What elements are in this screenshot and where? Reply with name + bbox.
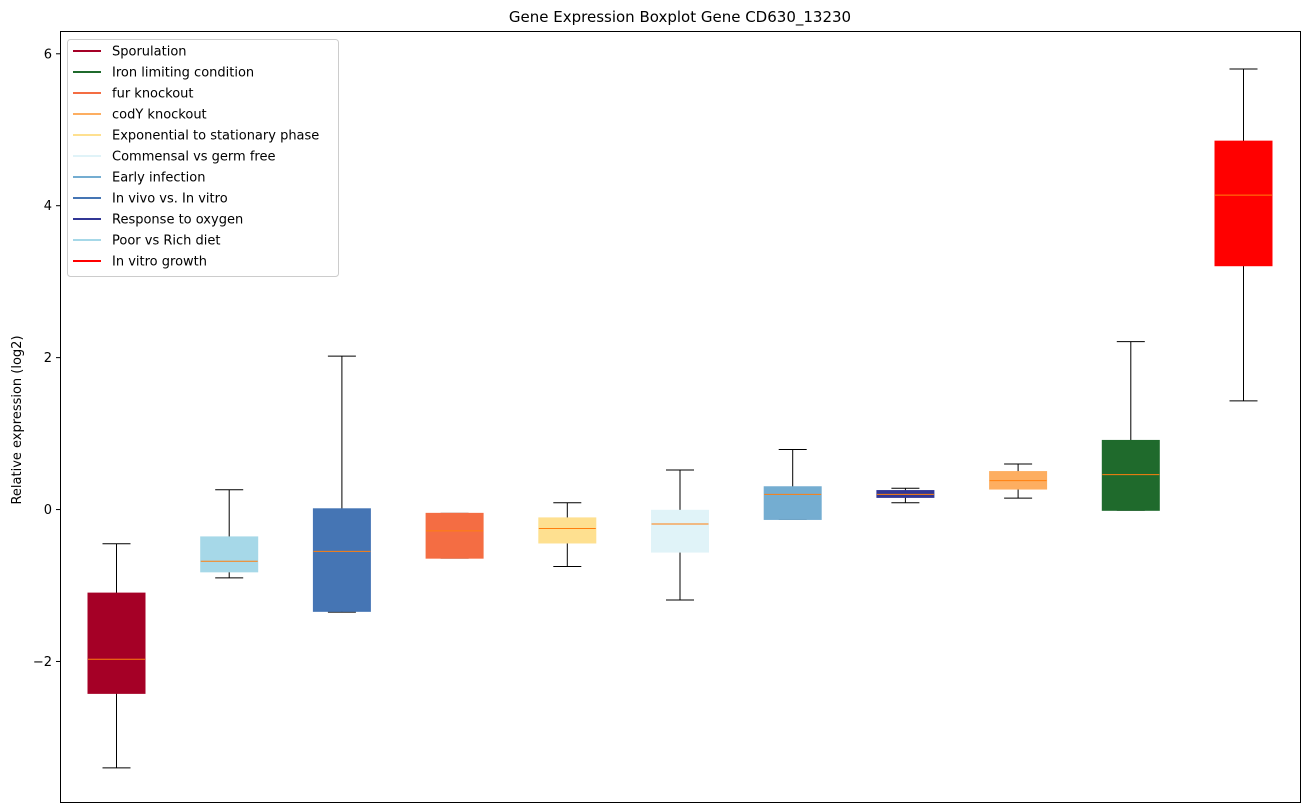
legend-item: Response to oxygen <box>73 213 243 228</box>
legend-item: Exponential to stationary phase <box>73 129 319 144</box>
legend-item: Early infection <box>73 171 205 186</box>
box-group <box>876 487 935 504</box>
box-group <box>651 469 709 601</box>
legend-label: Commensal vs germ free <box>112 150 275 165</box>
chart-title: Gene Expression Boxplot Gene CD630_13230 <box>509 8 851 27</box>
y-tick-label: 0 <box>44 503 52 518</box>
box-body <box>200 536 259 573</box>
legend-label: Early infection <box>112 171 205 186</box>
box-group <box>538 502 597 568</box>
legend-label: Exponential to stationary phase <box>112 129 319 144</box>
y-axis-title: Relative expression (log2) <box>10 335 25 504</box>
legend-item: Poor vs Rich diet <box>73 234 220 249</box>
legend-label: Poor vs Rich diet <box>112 234 220 249</box>
legend-frame <box>67 39 339 277</box>
box-group <box>200 489 259 579</box>
y-tick-label: 4 <box>44 199 52 214</box>
plot-area <box>87 68 1273 769</box>
box-group <box>989 463 1048 499</box>
legend-item: In vivo vs. In vitro <box>73 192 228 207</box>
legend-item: Commensal vs germ free <box>73 150 275 165</box>
box-body <box>87 592 146 694</box>
y-tick-label: 6 <box>44 47 52 62</box>
legend: Sporulation Iron limiting condition fur kn… <box>67 39 339 277</box>
box-body <box>425 512 484 559</box>
box-group <box>763 449 822 520</box>
box-body <box>763 486 822 520</box>
legend-item: In vitro growth <box>73 255 207 270</box>
legend-label: In vivo vs. In vitro <box>112 192 228 207</box>
legend-item: fur knockout <box>73 87 194 102</box>
box-group <box>1214 68 1273 402</box>
box-group <box>1101 341 1160 511</box>
plot-frame <box>60 31 1301 803</box>
y-tick-label: 2 <box>44 351 52 366</box>
box-body <box>651 509 709 553</box>
legend-label: fur knockout <box>112 87 194 102</box>
legend-item: Sporulation <box>73 45 187 60</box>
legend-item: codY knockout <box>73 108 207 123</box>
box-group <box>312 355 371 613</box>
legend-label: codY knockout <box>112 108 207 123</box>
box-body <box>1214 140 1273 267</box>
box-group <box>87 543 146 769</box>
box-group <box>425 512 484 559</box>
legend-label: In vitro growth <box>112 255 207 270</box>
y-axis-ticks: −2 0 2 4 6 <box>33 47 60 670</box>
legend-label: Response to oxygen <box>112 213 243 228</box>
box-body <box>538 517 597 544</box>
legend-label: Iron limiting condition <box>112 66 254 81</box>
box-body <box>1101 439 1160 511</box>
box-body <box>312 508 371 612</box>
y-tick-label: −2 <box>33 655 52 670</box>
legend-label: Sporulation <box>112 45 187 60</box>
legend-item: Iron limiting condition <box>73 66 254 81</box>
